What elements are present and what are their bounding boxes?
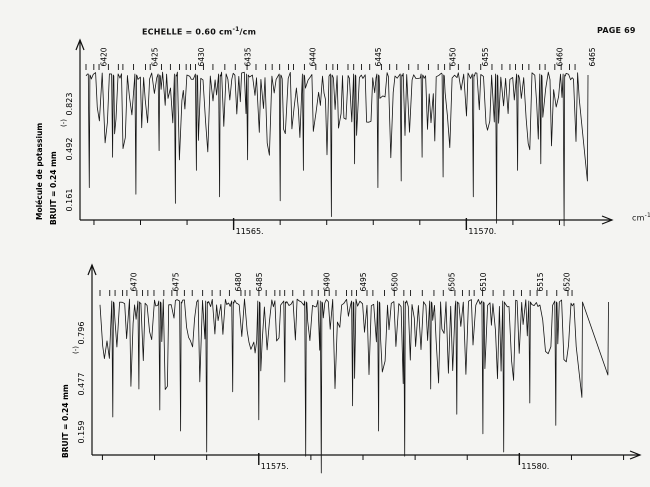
y-tick-label: 0.477 [77,373,86,396]
y-tick-label: 0.159 [77,421,86,444]
x-tick-label: 11565. [236,227,264,236]
line-index-label: 6500 [390,272,399,291]
line-index-label: 6520 [562,272,571,291]
y-tick-label: 0.161 [65,189,74,212]
x-tick-label: 11570. [468,227,496,236]
scale-label: ECHELLE = 0.60 cm-1/cm [142,26,257,37]
line-index-label: 6495 [359,272,368,291]
noise-label: BRUIT = 0.24 mm [61,384,70,458]
line-index-label: 6505 [448,272,457,291]
x-axis-arrow [601,215,614,225]
line-index-label: 6455 [481,47,490,66]
line-index-label: 6515 [536,272,545,291]
line-index-label: 6435 [244,47,253,66]
x-tick-label: 11580. [521,462,549,471]
line-index-label: 6445 [374,47,383,66]
spectrum-trace [85,71,589,227]
line-index-label: 6465 [588,47,597,66]
line-index-label: 6420 [99,47,108,66]
noise-label: BRUIT = 0.24 mm [49,151,58,225]
y-axis-arrow [87,263,97,276]
sign-marker: (-) [60,119,68,127]
line-index-label: 6470 [130,272,139,291]
spectrum-panel-bottom: 11575. 11580. 0.159 0.477 0.796(-) BRUIT = 0.… [61,263,642,474]
line-index-label: 6460 [555,47,564,66]
line-index-label: 6425 [150,47,159,66]
page-number: PAGE 69 [597,26,636,35]
axis-unit-label: cm-1 [632,212,650,223]
x-axis-arrow [629,450,642,460]
sign-marker: (-) [72,346,80,354]
line-index-label: 6485 [255,272,264,291]
y-tick-label: 0.823 [65,93,74,116]
molecule-label: Molécule de potassium [35,123,44,220]
line-index-label: 6475 [171,272,180,291]
line-index-label: 6510 [479,272,488,291]
y-tick-label: 0.796 [77,322,86,345]
line-index-label: 6440 [309,47,318,66]
x-tick-label: 11575. [261,462,289,471]
line-index-label: 6450 [448,47,457,66]
y-axis-arrow [75,38,85,51]
line-index-label: 6430 [197,47,206,66]
spectrum-trace [99,298,609,474]
line-index-label: 6480 [234,272,243,291]
line-index-label: 6490 [323,272,332,291]
y-tick-label: 0.492 [65,138,74,161]
spectrum-panel-top: 11565. 11570. 0.161 0.492 0.823 (-) Molécule d… [35,38,614,236]
